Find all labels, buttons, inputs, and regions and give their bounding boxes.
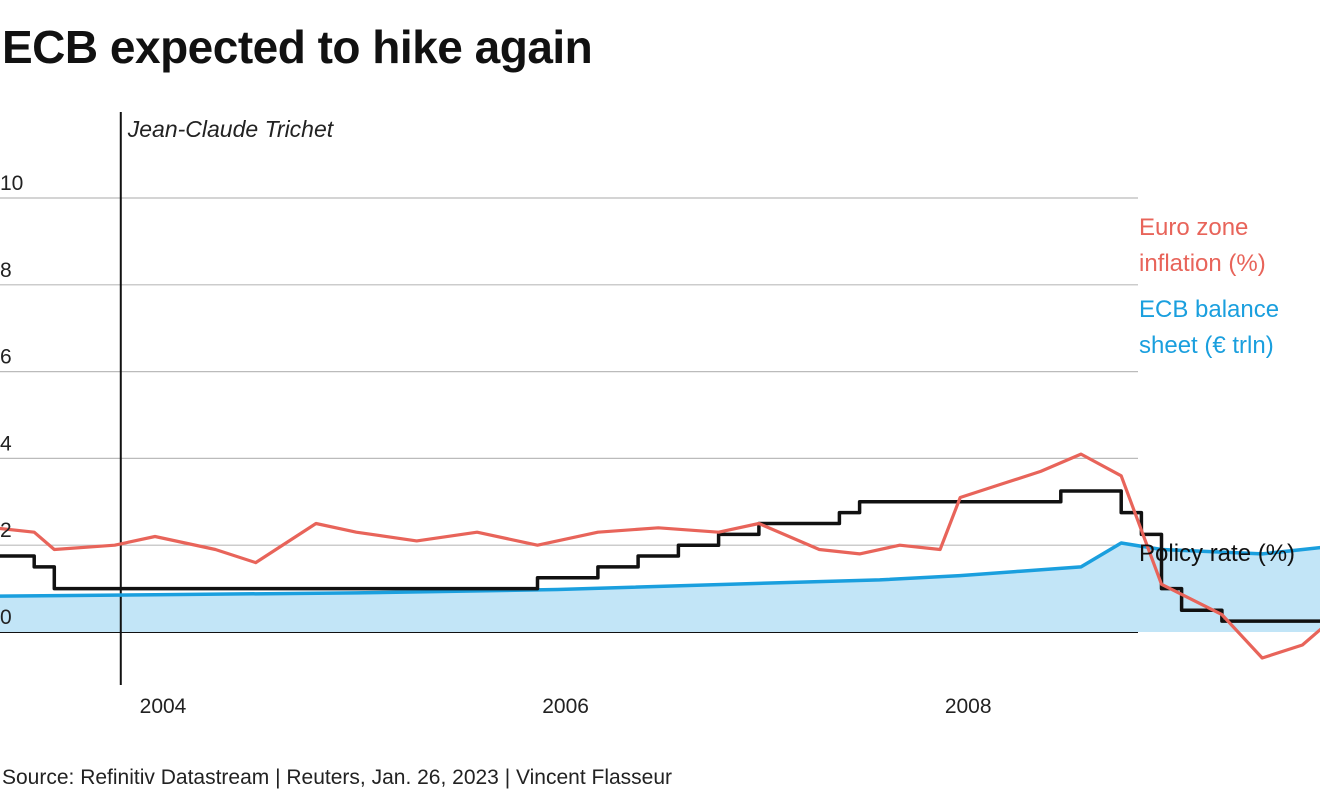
balance-series-label: ECB balance [1139, 296, 1279, 323]
inflation-series-label: Euro zone [1139, 214, 1248, 241]
chart-title: ECB expected to hike again [2, 21, 593, 73]
y-tick-label: 4 [0, 432, 12, 455]
inflation-series-label: inflation (%) [1139, 250, 1266, 277]
y-tick-label: 2 [0, 519, 12, 542]
balance-sheet-area [0, 543, 1320, 632]
x-tick-labels: 2004200620082010201220142016201820202022 [140, 695, 992, 718]
series-lines [0, 452, 1320, 660]
y-tick-label: 0 [0, 606, 12, 629]
inflation-line [0, 452, 1320, 660]
x-tick-label: 2008 [945, 695, 992, 718]
x-tick-label: 2006 [542, 695, 589, 718]
x-tick-label: 2004 [140, 695, 187, 718]
era-label: Jean-Claude Trichet [127, 116, 335, 142]
y-tick-label: 10 [0, 172, 23, 195]
y-tick-label: 6 [0, 346, 12, 369]
end-labels: Euro zone inflation (%) ECB balance sheet (… [1139, 214, 1295, 567]
y-gridlines [0, 197, 1138, 633]
policy-series-label: Policy rate (%) [1139, 540, 1295, 567]
y-tick-label: 8 [0, 259, 12, 282]
y-tick-labels: 0 2 4 6 8 10 [0, 172, 23, 629]
balance-series-label: sheet (€ trln) [1139, 332, 1274, 359]
balance-sheet-line [0, 541, 1320, 598]
source-note: Source: Refinitiv Datastream | Reuters, … [2, 766, 673, 789]
balance-area [0, 543, 1320, 632]
policy-rate-line [0, 489, 1320, 623]
